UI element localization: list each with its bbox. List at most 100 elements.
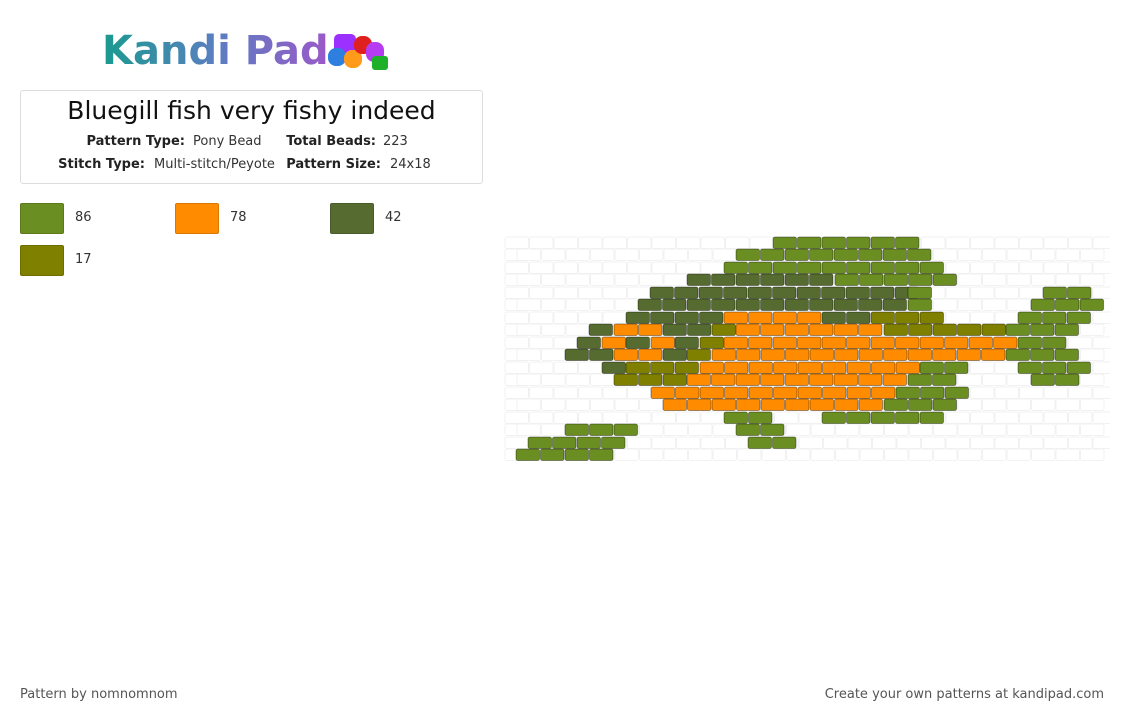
bead	[846, 361, 871, 374]
bead	[821, 236, 846, 249]
empty-bead	[614, 448, 639, 461]
empty-bead	[1055, 273, 1080, 286]
bead	[662, 373, 687, 386]
color-count: 42	[385, 210, 402, 225]
footer-link[interactable]: Create your own patterns at kandipad.com	[824, 687, 1104, 702]
pattern-title: Bluegill fish very fishy indeed	[67, 96, 436, 125]
bead	[748, 336, 773, 349]
bead	[821, 286, 846, 299]
bead	[735, 298, 760, 311]
bead	[981, 323, 1006, 336]
bead	[833, 298, 858, 311]
empty-bead	[651, 411, 676, 424]
bead	[919, 261, 944, 274]
bead	[834, 348, 859, 361]
bead	[686, 298, 711, 311]
empty-bead	[688, 448, 713, 461]
empty-bead	[1092, 311, 1110, 324]
empty-bead	[578, 386, 603, 399]
bead	[821, 311, 846, 324]
empty-bead	[578, 286, 603, 299]
bead	[1067, 286, 1092, 299]
empty-bead	[553, 286, 578, 299]
empty-bead	[639, 398, 664, 411]
bead	[760, 323, 785, 336]
bead	[723, 261, 748, 274]
empty-bead	[651, 261, 676, 274]
bead	[1055, 298, 1080, 311]
empty-bead	[1006, 398, 1031, 411]
bead	[601, 336, 626, 349]
empty-bead	[614, 398, 639, 411]
bead	[699, 311, 724, 324]
bead	[944, 361, 969, 374]
empty-bead	[504, 261, 529, 274]
empty-bead	[1092, 411, 1110, 424]
empty-bead	[614, 248, 639, 261]
empty-bead	[908, 448, 933, 461]
bead	[760, 298, 785, 311]
empty-bead	[1080, 273, 1105, 286]
bead	[1005, 348, 1030, 361]
bead	[650, 311, 675, 324]
empty-bead	[529, 361, 554, 374]
empty-bead	[982, 398, 1007, 411]
bead	[564, 348, 589, 361]
empty-bead	[504, 336, 529, 349]
bead	[870, 261, 895, 274]
empty-bead	[933, 448, 958, 461]
empty-bead	[1092, 361, 1110, 374]
bead	[784, 298, 809, 311]
bead	[833, 323, 858, 336]
empty-bead	[982, 298, 1007, 311]
bead	[576, 436, 601, 449]
empty-bead	[1080, 348, 1105, 361]
color-swatch	[20, 245, 64, 276]
empty-bead	[651, 236, 676, 249]
color-swatch	[175, 203, 219, 234]
empty-bead	[908, 423, 933, 436]
empty-bead	[1031, 423, 1056, 436]
bead	[650, 336, 675, 349]
empty-bead	[994, 261, 1019, 274]
empty-bead	[639, 248, 664, 261]
bead	[883, 398, 908, 411]
empty-bead	[602, 411, 627, 424]
bead	[883, 323, 908, 336]
bead	[858, 398, 883, 411]
bead	[711, 323, 736, 336]
empty-bead	[982, 273, 1007, 286]
empty-bead	[663, 448, 688, 461]
bead	[796, 286, 821, 299]
empty-bead	[994, 286, 1019, 299]
bead	[735, 323, 760, 336]
bead	[821, 261, 846, 274]
empty-bead	[1055, 398, 1080, 411]
empty-bead	[565, 248, 590, 261]
bead	[736, 398, 761, 411]
empty-bead	[761, 448, 786, 461]
bead	[907, 348, 932, 361]
empty-bead	[1031, 448, 1056, 461]
color-count: 17	[75, 252, 92, 267]
bead	[1030, 373, 1055, 386]
bead	[724, 361, 749, 374]
empty-bead	[1019, 261, 1044, 274]
logo-text: Kandi Pad	[102, 28, 329, 74]
bead	[1066, 361, 1091, 374]
bead	[748, 261, 773, 274]
empty-bead	[541, 323, 566, 336]
empty-bead	[1019, 286, 1044, 299]
bead	[834, 273, 859, 286]
empty-bead	[627, 236, 652, 249]
bead	[711, 273, 736, 286]
bead	[723, 286, 748, 299]
bead	[711, 398, 736, 411]
bead	[686, 273, 711, 286]
empty-bead	[933, 248, 958, 261]
bead	[748, 411, 773, 424]
empty-bead	[627, 261, 652, 274]
empty-bead	[1019, 436, 1044, 449]
empty-bead	[541, 348, 566, 361]
bead	[846, 411, 871, 424]
